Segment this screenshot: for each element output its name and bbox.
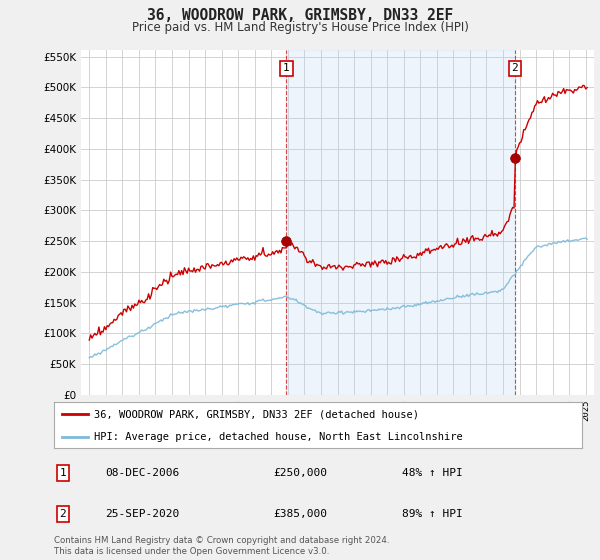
Bar: [286, 50, 515, 395]
Text: Contains HM Land Registry data © Crown copyright and database right 2024.
This d: Contains HM Land Registry data © Crown c…: [54, 536, 389, 556]
Text: 2: 2: [511, 63, 518, 73]
Text: 1: 1: [59, 468, 67, 478]
Text: HPI: Average price, detached house, North East Lincolnshire: HPI: Average price, detached house, Nort…: [94, 432, 463, 441]
Text: £385,000: £385,000: [273, 509, 327, 519]
Text: 25-SEP-2020: 25-SEP-2020: [105, 509, 179, 519]
Text: 36, WOODROW PARK, GRIMSBY, DN33 2EF: 36, WOODROW PARK, GRIMSBY, DN33 2EF: [147, 8, 453, 24]
Text: 1: 1: [283, 63, 290, 73]
Text: 48% ↑ HPI: 48% ↑ HPI: [402, 468, 463, 478]
Text: 36, WOODROW PARK, GRIMSBY, DN33 2EF (detached house): 36, WOODROW PARK, GRIMSBY, DN33 2EF (det…: [94, 409, 419, 419]
Text: 89% ↑ HPI: 89% ↑ HPI: [402, 509, 463, 519]
Text: £250,000: £250,000: [273, 468, 327, 478]
Text: Price paid vs. HM Land Registry's House Price Index (HPI): Price paid vs. HM Land Registry's House …: [131, 21, 469, 34]
Text: 2: 2: [59, 509, 67, 519]
Text: 08-DEC-2006: 08-DEC-2006: [105, 468, 179, 478]
